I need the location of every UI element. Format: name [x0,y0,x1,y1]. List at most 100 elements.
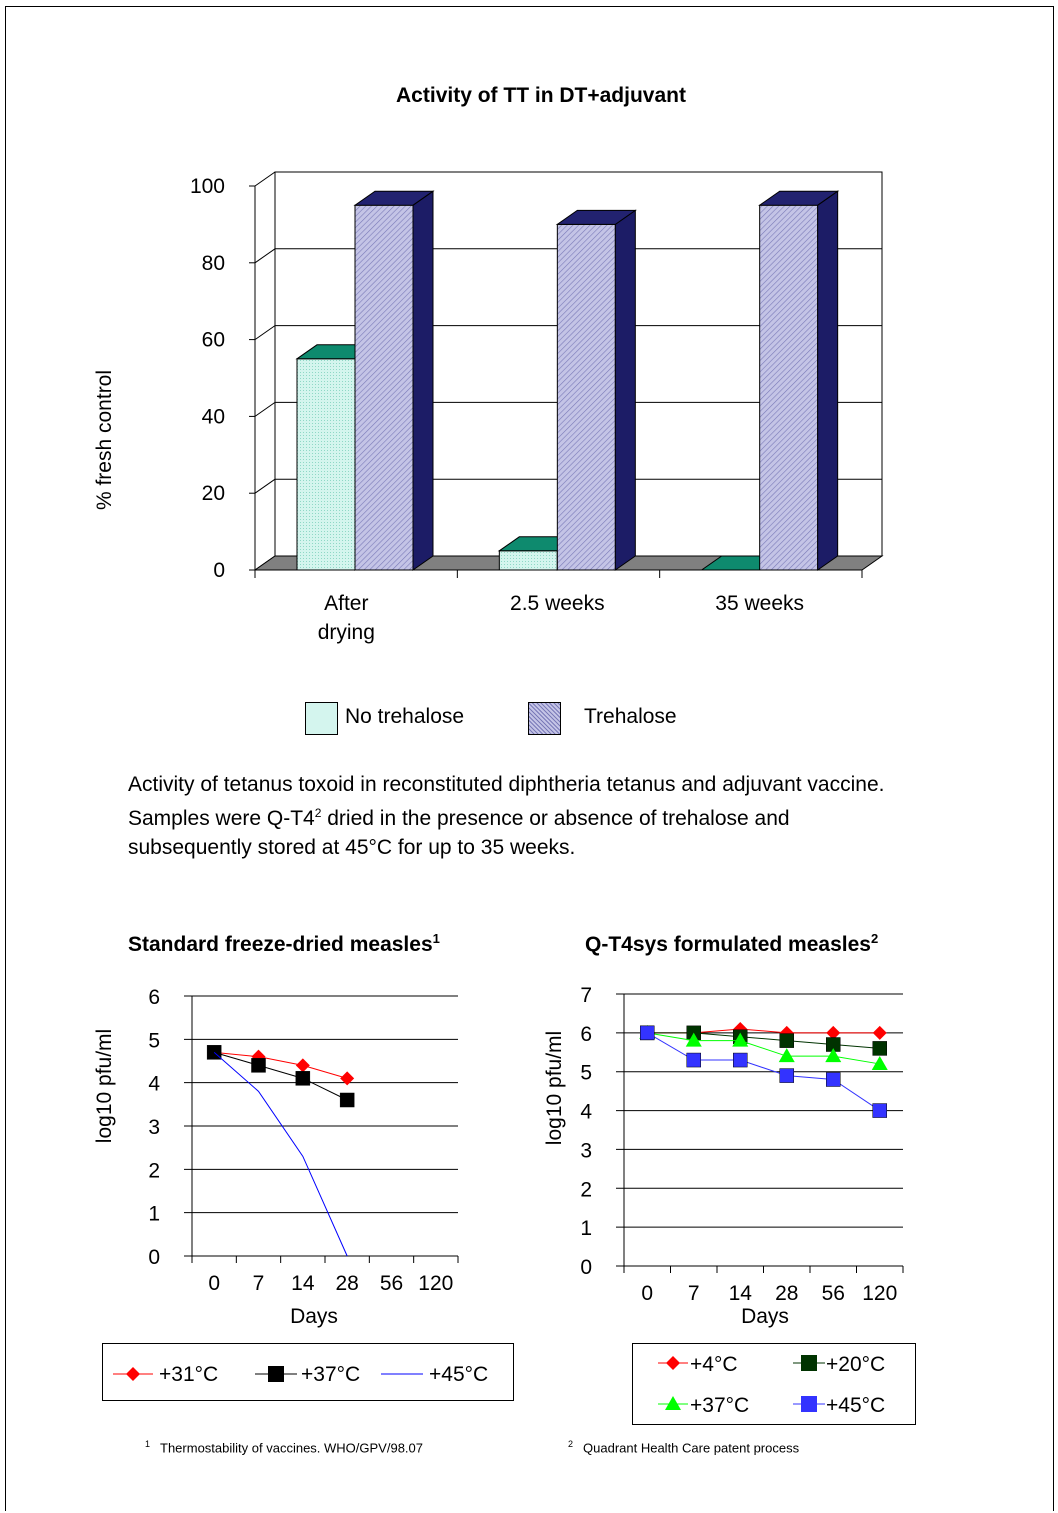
legend-label-37c-b: +37°C [690,1394,749,1417]
bar-trehalose-front [759,204,819,571]
series-line-45C [213,1051,348,1257]
bar-chart: Activity of TT in DT+adjuvant % fresh co… [93,84,884,644]
line-x-tick-label: 7 [253,1272,265,1295]
footnote-1: 1 Thermostability of vaccines. WHO/GPV/98… [145,1439,423,1455]
bar-x-tick-label-line: 35 weeks [715,592,804,615]
line-x-tick-label: 28 [335,1272,358,1295]
series-marker-31C [295,1058,310,1073]
figure-caption: Activity of tetanus toxoid in reconstitu… [128,770,1028,862]
line-y-tick-label: 1 [148,1203,160,1226]
bar-trehalose-top [555,209,637,225]
caption-superscript: 2 [314,806,322,820]
legend-marker-4c [666,1356,680,1370]
caption-line-2-start: Samples were Q-T4 [128,807,315,830]
measles-qt4sys-chart: Q-T4sys formulated measles2 log10 pfu/ml… [543,931,904,1328]
series-marker-4C [872,1025,887,1040]
bar-grid-side [254,401,276,417]
bar-grid-side [254,325,276,341]
line-y-tick-label: 2 [148,1159,160,1182]
legend-marker-37c [268,1366,284,1382]
measles-qt4sys-title-sup: 2 [871,931,878,946]
series-line-37C [647,1032,880,1065]
line-x-tick-label: 56 [380,1272,403,1295]
line-y-tick-label: 5 [580,1062,592,1085]
series-marker-20C [872,1041,887,1056]
line-x-tick-label: 0 [208,1272,220,1295]
series-marker-4C [733,1021,748,1036]
bar-no-trehalose-front [498,550,558,571]
caption-line-1: Activity of tetanus toxoid in reconstitu… [128,773,885,796]
series-line-45C [646,1032,881,1111]
series-marker-45C [826,1072,841,1087]
measles-qt4sys-title: Q-T4sys formulated measles2 [585,931,878,956]
series-marker-37C [732,1032,749,1047]
legend-marker-37c-b [665,1396,681,1410]
line-y-tick-label: 3 [148,1116,160,1139]
series-marker-45C [779,1068,794,1083]
legend-marker-20c [801,1355,817,1371]
caption-line-3: subsequently stored at 45°C for up to 35… [128,836,576,859]
series-marker-37C [825,1048,842,1063]
series-marker-4C [779,1025,794,1040]
series-marker-37C [295,1071,311,1086]
series-marker-4C [826,1025,841,1040]
series-marker-37C [685,1032,702,1047]
line-x-tick-label: 7 [688,1282,700,1305]
measles-standard-chart: Standard freeze-dried measles1 log10 pfu… [93,931,459,1328]
series-marker-45C [872,1103,887,1118]
bar-trehalose-side [412,190,434,571]
bar-x-tick-label: 2.5 weeks [510,592,605,615]
bar-trehalose-side [817,190,839,571]
footnote-2-text: Quadrant Health Care patent process [583,1440,800,1456]
series-line-4C [647,1028,880,1034]
legend-label-31c: +31°C [159,1363,218,1386]
measles-qt4sys-ylabel: log10 pfu/ml [543,1031,566,1145]
bar-x-tick-label: After drying [318,592,375,644]
bar-y-tick-label: 40 [202,405,225,428]
footnote-2-mark: 2 [568,1439,574,1449]
bar-grid-side [254,248,276,264]
bar-x-tick-label-line: After [324,592,368,615]
series-line-37C [214,1051,348,1101]
bar-x-tick-label-line: drying [318,621,375,644]
line-y-tick-label: 0 [148,1246,160,1269]
line-x-tick-label: 120 [418,1272,453,1295]
bar-trehalose-front [556,223,616,571]
line-y-tick-label: 1 [580,1217,592,1240]
series-marker-37C [871,1055,888,1070]
legend-marker-31c [126,1367,140,1381]
series-marker-31C [340,1071,355,1086]
measles-qt4sys-xlabel: Days [741,1305,789,1328]
legend-label-4c: +4°C [690,1353,738,1376]
legend-label-trehalose: Trehalose [584,705,677,728]
line-x-tick-label: 14 [291,1272,315,1295]
bar-y-tick-label: 20 [202,482,225,505]
footnote-1-mark: 1 [145,1439,151,1449]
series-marker-20C [779,1033,794,1048]
line-y-tick-label: 2 [580,1178,592,1201]
line-y-tick-label: 3 [580,1139,592,1162]
bar-trehalose-side [614,209,636,571]
legend-label-45c: +45°C [429,1363,488,1386]
measles-qt4sys-legend: +4°C +20°C +37°C +45°C [632,1343,916,1425]
footnote-2: 2 Quadrant Health Care patent process [568,1439,799,1455]
caption-line-2-end: dried in the presence or absence of treh… [321,807,790,830]
measles-standard-xlabel: Days [290,1305,338,1328]
bar-x-tick-label: 35 weeks [715,592,804,615]
series-marker-45C [640,1025,655,1041]
series-line-31C [214,1051,348,1079]
line-x-tick-label: 28 [775,1282,798,1305]
measles-standard-ylabel: log10 pfu/ml [93,1029,116,1143]
bar-chart-title: Activity of TT in DT+adjuvant [396,84,686,107]
footnote-1-text: Thermostability of vaccines. WHO/GPV/98.… [160,1440,423,1456]
bar-no-trehalose-front [296,358,356,571]
legend-marker-45c-b [801,1396,817,1412]
series-line-20C [647,1032,880,1049]
line-x-tick-label: 14 [729,1282,753,1305]
bar-grid-side [254,171,276,187]
bar-y-tick-label: 0 [213,559,225,582]
line-y-tick-label: 0 [580,1256,592,1279]
legend-label-no-trehalose: No trehalose [345,705,465,728]
bar-trehalose-top [353,190,435,206]
legend-swatch-no-trehalose [305,702,338,735]
